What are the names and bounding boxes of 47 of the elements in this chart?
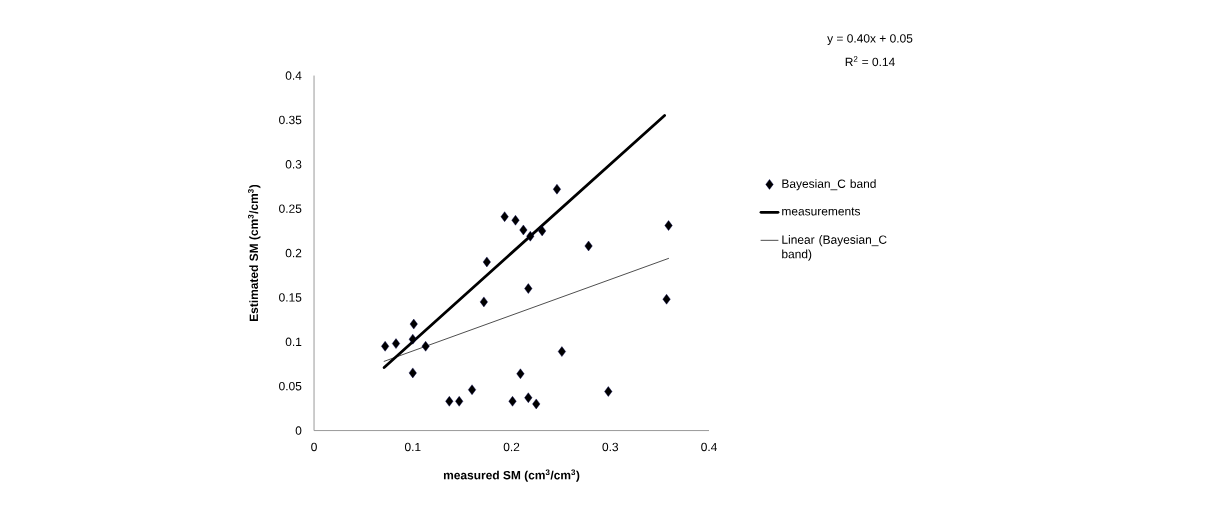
x-tick-label: 0.3 [602,442,619,452]
text: R$^{2}$ = 0.14 [845,56,895,67]
point [664,220,673,231]
point [381,341,390,352]
point [662,294,671,305]
point [532,398,541,410]
point [524,283,533,294]
point [500,211,509,222]
y-tick-label: 0.2 [285,248,302,258]
x-tick-label: 0.1 [404,442,421,452]
legend-label: Bayesian_C band [782,179,876,191]
x-axis-title: measured SM (cm$^{3}$/cm$^{3}$) [443,469,580,482]
point [479,296,488,308]
point [526,231,535,242]
point [392,338,400,349]
y-tick-label: 0.4 [285,71,302,80]
y-tick-label: 0.25 [279,204,302,213]
text: y = 0.40x + 0.05 [827,34,913,45]
point [421,341,430,352]
point [604,386,613,397]
point [557,346,566,357]
x-tick-label: 0 [311,442,317,452]
point [409,318,418,330]
point [516,368,525,379]
legend-label: Linear (Bayesian_C band) [782,235,887,261]
point [468,384,476,395]
x-tick-label: 0.2 [503,442,520,452]
point [584,240,593,252]
point [482,256,491,268]
legend-label: measurements [782,207,861,216]
y-tick-label: 0.3 [285,160,302,169]
y-tick-label: 0 [295,426,302,435]
point [519,224,528,236]
y-tick-label: 0.05 [279,381,302,391]
point [408,367,417,379]
y-tick-label: 0.35 [279,115,302,125]
point [408,333,417,345]
x-tick-label: 0.4 [701,442,717,452]
point [538,225,547,237]
y-axis-title: Estimated SM (cm$^{3}$/cm$^{3}$) [248,184,261,321]
point [445,396,454,407]
point [508,396,517,407]
point [524,392,533,403]
y-tick-label: 0.15 [279,293,302,302]
point [511,215,520,226]
y-tick-label: 0.1 [285,337,302,347]
point [455,396,464,407]
